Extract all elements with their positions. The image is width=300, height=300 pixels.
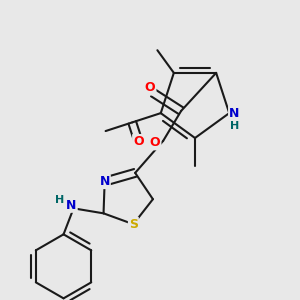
Text: S: S <box>129 218 138 231</box>
Text: O: O <box>133 135 144 148</box>
Text: N: N <box>66 199 77 212</box>
Text: O: O <box>145 81 155 94</box>
Text: H: H <box>55 195 64 205</box>
Text: N: N <box>100 175 110 188</box>
Text: N: N <box>229 106 239 120</box>
Text: H: H <box>230 121 239 131</box>
Text: O: O <box>150 136 160 149</box>
